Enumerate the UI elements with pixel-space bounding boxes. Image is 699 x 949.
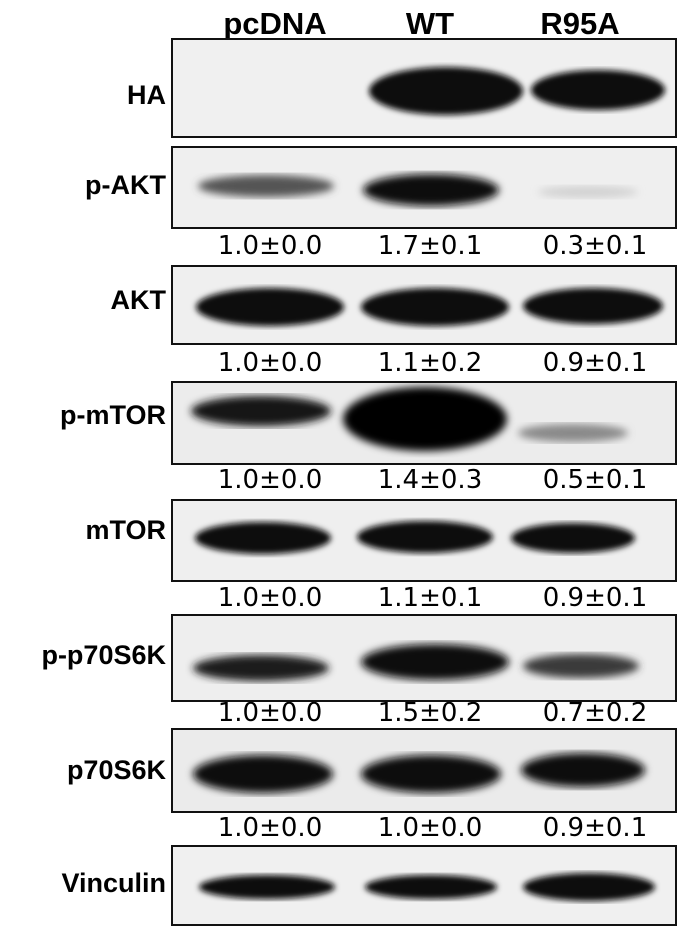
quant-akt-pcdna: 1.0±0.0	[217, 348, 323, 378]
quant-akt-r95a: 0.9±0.1	[542, 348, 648, 378]
row-label-vinculin: Vinculin	[61, 868, 166, 898]
quant-p-mtor-pcdna: 1.0±0.0	[217, 465, 323, 495]
blot-image-vinculin	[199, 873, 655, 901]
blot-panel-p-mtor	[171, 381, 677, 465]
blot-image-akt	[196, 288, 663, 326]
blot-panel-akt	[171, 265, 677, 345]
blot-panel-p70s6k	[171, 728, 677, 813]
quant-p70s6k-wt: 1.0±0.0	[377, 813, 483, 843]
row-label-mtor: mTOR	[85, 515, 166, 545]
quant-p70s6k-pcdna: 1.0±0.0	[217, 813, 323, 843]
lane-header-r95a: R95A	[540, 6, 620, 41]
row-label-akt: AKT	[110, 285, 167, 315]
quant-p-p70s6k-wt: 1.5±0.2	[377, 698, 483, 728]
quant-mtor-r95a: 0.9±0.1	[542, 583, 648, 613]
blot-image-mtor	[195, 521, 635, 554]
quant-p-p70s6k-pcdna: 1.0±0.0	[217, 698, 323, 728]
quant-p-akt-wt: 1.7±0.1	[377, 231, 483, 261]
blot-panel-p-akt	[171, 146, 677, 229]
quant-p-akt-r95a: 0.3±0.1	[542, 231, 648, 261]
quant-p70s6k-r95a: 0.9±0.1	[542, 813, 648, 843]
row-label-ha: HA	[127, 80, 166, 110]
quant-p-akt-pcdna: 1.0±0.0	[217, 231, 323, 261]
row-label-p-p70s6k: p-p70S6K	[41, 640, 166, 670]
blot-image-p-akt	[198, 174, 638, 206]
row-label-p-mtor: p-mTOR	[60, 400, 166, 430]
quant-mtor-wt: 1.1±0.1	[377, 583, 483, 613]
blot-panel-mtor	[171, 499, 677, 582]
quant-p-p70s6k-r95a: 0.7±0.2	[542, 698, 648, 728]
blot-image-p-mtor	[191, 387, 628, 451]
quant-akt-wt: 1.1±0.2	[377, 348, 483, 378]
row-label-p70s6k: p70S6K	[66, 755, 166, 785]
quant-p-mtor-wt: 1.4±0.3	[377, 465, 483, 495]
lane-header-wt: WT	[405, 6, 455, 41]
blot-image-p-p70s6k	[193, 644, 639, 681]
blot-panel-p-p70s6k	[171, 614, 677, 702]
lane-header-pcdna: pcDNA	[223, 6, 327, 41]
blot-image-ha	[369, 67, 665, 115]
quant-mtor-pcdna: 1.0±0.0	[217, 583, 323, 613]
blot-panel-ha	[171, 38, 677, 138]
quant-p-mtor-r95a: 0.5±0.1	[542, 465, 648, 495]
blot-panel-vinculin	[171, 845, 677, 926]
blot-image-p70s6k	[193, 753, 645, 793]
row-label-p-akt: p-AKT	[85, 170, 166, 200]
